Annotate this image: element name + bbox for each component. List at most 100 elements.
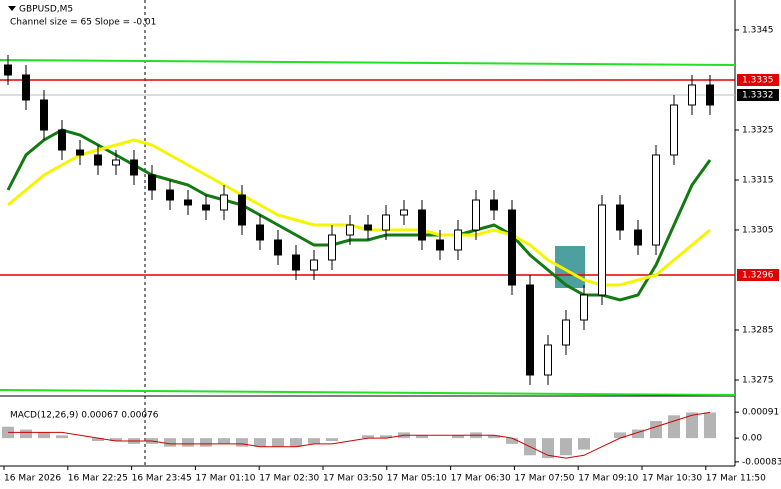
candle-body	[436, 239, 444, 251]
macd-bar	[236, 438, 248, 447]
candle-body	[40, 99, 48, 131]
candle-body	[292, 254, 300, 271]
macd-bar	[254, 438, 266, 447]
macd-bar	[182, 438, 194, 447]
candle-body	[652, 154, 660, 246]
candle-body	[184, 199, 192, 206]
macd-bar	[686, 412, 698, 439]
moving-average	[6, 128, 712, 302]
candle-body	[220, 194, 228, 211]
macd-title: MACD(12,26,9) 0.00067 0.00076	[10, 411, 159, 421]
candle-body	[544, 344, 552, 376]
channel-line	[0, 389, 736, 396]
macd-y-tick-label: 0.00091	[742, 408, 779, 418]
candle-body	[454, 229, 462, 251]
macd-bar	[38, 432, 50, 439]
x-tick-label: 16 Mar 2026	[4, 474, 61, 484]
macd-bar	[578, 438, 590, 450]
candle-body	[310, 259, 318, 271]
macd-bar	[110, 438, 122, 441]
x-tick-label: 17 Mar 10:30	[642, 474, 702, 484]
macd-y-tick-label: -0.00083	[742, 457, 781, 467]
candle-body	[562, 319, 570, 346]
y-tick-label: 1.3345	[742, 26, 774, 36]
macd-bar	[668, 415, 680, 439]
symbol-icon	[8, 6, 16, 11]
macd-bar	[650, 421, 662, 439]
chart-subtitle: Channel size = 65 Slope = -0.01	[10, 18, 156, 28]
macd-bar	[452, 435, 464, 439]
macd-bar	[164, 438, 176, 447]
macd-bar	[326, 438, 338, 441]
candle-body	[238, 194, 246, 226]
candle-body	[688, 84, 696, 106]
candle-body	[274, 239, 282, 256]
candle-body	[256, 224, 264, 241]
level-label: 1.3296	[742, 271, 774, 281]
macd-bar	[506, 438, 518, 444]
channel-line	[0, 59, 736, 66]
macd-bar	[20, 429, 32, 439]
candle-body	[526, 284, 534, 376]
candle-body	[364, 224, 372, 231]
candle-body	[580, 294, 588, 321]
candle-body	[94, 154, 102, 166]
level-label: 1.3335	[742, 76, 774, 86]
macd-bar	[290, 438, 302, 447]
macd-bar	[272, 438, 284, 447]
x-tick-label: 17 Mar 05:10	[387, 474, 447, 484]
candle-body	[58, 129, 66, 151]
candle-body	[508, 209, 516, 286]
candle-body	[490, 199, 498, 211]
x-tick-label: 16 Mar 22:25	[68, 474, 128, 484]
macd-bar	[542, 438, 554, 459]
macd-bar	[92, 438, 104, 441]
macd-bar	[488, 435, 500, 439]
candle-body	[346, 224, 354, 236]
macd-signal	[8, 411, 711, 459]
candle-body	[112, 159, 120, 166]
macd-bar	[308, 438, 320, 444]
y-tick-label: 1.3315	[742, 176, 774, 186]
x-tick-label: 17 Mar 06:30	[451, 474, 511, 484]
y-tick-label: 1.3285	[742, 326, 774, 336]
candle-body	[598, 204, 606, 296]
candle-body	[130, 159, 138, 176]
macd-bar	[704, 412, 716, 439]
candle-body	[76, 149, 84, 156]
candle-body	[634, 229, 642, 246]
x-tick-label: 17 Mar 03:50	[323, 474, 383, 484]
y-tick-label: 1.3305	[742, 226, 774, 236]
candle-body	[400, 209, 408, 216]
candle-body	[328, 234, 336, 261]
y-tick-label: 1.3325	[742, 126, 774, 136]
candle-body	[166, 189, 174, 201]
candle-body	[472, 199, 480, 231]
macd-y-tick-label: 0.00	[742, 434, 762, 444]
candle-body	[616, 204, 624, 231]
candle-body	[202, 204, 210, 211]
candle-body	[670, 104, 678, 156]
chart-title: GBPUSD,M5	[19, 5, 73, 15]
x-tick-label: 17 Mar 01:10	[195, 474, 255, 484]
macd-bar	[362, 435, 374, 439]
level-label-bg	[737, 269, 779, 281]
macd-bar	[416, 435, 428, 439]
macd-bar	[632, 429, 644, 439]
candle-body	[706, 84, 714, 106]
y-tick-label: 1.3275	[742, 376, 774, 386]
candle-body	[418, 209, 426, 241]
current-price-label-bg	[737, 89, 779, 101]
macd-bar	[200, 438, 212, 447]
macd-bar	[560, 438, 572, 456]
x-tick-label: 17 Mar 02:30	[259, 474, 319, 484]
x-tick-label: 17 Mar 09:10	[578, 474, 638, 484]
candle-body	[4, 64, 12, 76]
moving-average	[7, 138, 711, 287]
macd-bar	[218, 438, 230, 444]
macd-bar	[614, 432, 626, 439]
candle-body	[148, 174, 156, 191]
candle-body	[22, 74, 30, 101]
